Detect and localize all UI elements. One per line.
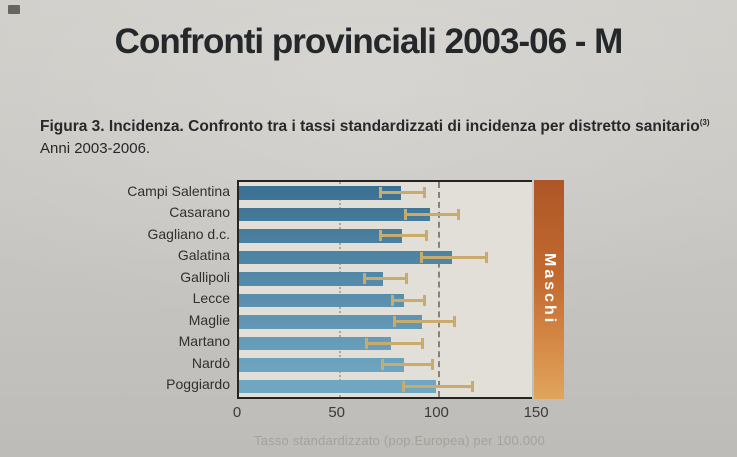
bar-row-7	[239, 333, 532, 355]
bar-3	[239, 250, 453, 264]
bar-8	[239, 358, 405, 372]
x-tick-0: 0	[232, 404, 242, 421]
category-label-7: Martano	[178, 333, 230, 350]
bar-4	[239, 272, 383, 286]
category-label-9: Poggiardo	[166, 376, 230, 393]
sex-band-label: Maschi	[541, 253, 558, 326]
category-label-4: Gallipoli	[180, 268, 230, 285]
category-label-6: Maglie	[188, 311, 230, 328]
x-tick-50: 50	[328, 404, 346, 421]
figure-caption-years: Anni 2003-2006.	[40, 140, 151, 158]
category-label-5: Lecce	[192, 290, 230, 307]
bar-row-6	[239, 311, 532, 333]
x-axis-ticks: 0 50 100 150	[233, 404, 562, 426]
bar-row-2	[239, 225, 532, 247]
bar-row-0	[239, 182, 532, 204]
bar-row-4	[239, 268, 532, 290]
bar-5	[239, 293, 405, 307]
category-label-8: Nardò	[191, 354, 230, 371]
bar-row-8	[239, 354, 532, 376]
page-title: Confronti provinciali 2003-06 - M	[114, 22, 624, 61]
bar-row-5	[239, 290, 532, 312]
bar-6	[239, 315, 423, 329]
category-label-3: Galatina	[177, 247, 230, 264]
bar-2	[239, 229, 403, 243]
bar-9	[239, 379, 437, 393]
figure-caption-main: Figura 3. Incidenza. Confronto tra i tas…	[40, 118, 700, 136]
bar-chart: Campi Salentina Casarano Gagliano d.c. Gala…	[127, 170, 564, 448]
x-axis-label: Tasso standardizzato (pop.Europea) per 1…	[253, 433, 546, 448]
x-tick-100: 100	[423, 404, 449, 421]
photo-corner-artifact	[8, 5, 20, 14]
bar-0	[239, 186, 401, 200]
x-tick-150: 150	[523, 404, 549, 421]
reference-line-100	[438, 182, 441, 397]
reference-line-50	[338, 182, 341, 397]
bar-1	[239, 207, 431, 221]
plot-area: Maschi	[237, 180, 564, 399]
figure-caption: Figura 3. Incidenza. Confronto tra i tas…	[40, 112, 720, 160]
bar-row-9	[239, 376, 532, 398]
category-label-1: Casarano	[169, 204, 230, 221]
bar-row-3	[239, 247, 532, 269]
category-label-0: Campi Salentina	[127, 182, 230, 199]
footnote-marker: (3)	[699, 118, 710, 127]
category-label-2: Gagliano d.c.	[147, 225, 231, 242]
bar-7	[239, 336, 391, 350]
bar-row-1	[239, 204, 532, 226]
sex-band: Maschi	[534, 180, 564, 399]
category-labels: Campi Salentina Casarano Gagliano d.c. Gala…	[127, 170, 237, 448]
